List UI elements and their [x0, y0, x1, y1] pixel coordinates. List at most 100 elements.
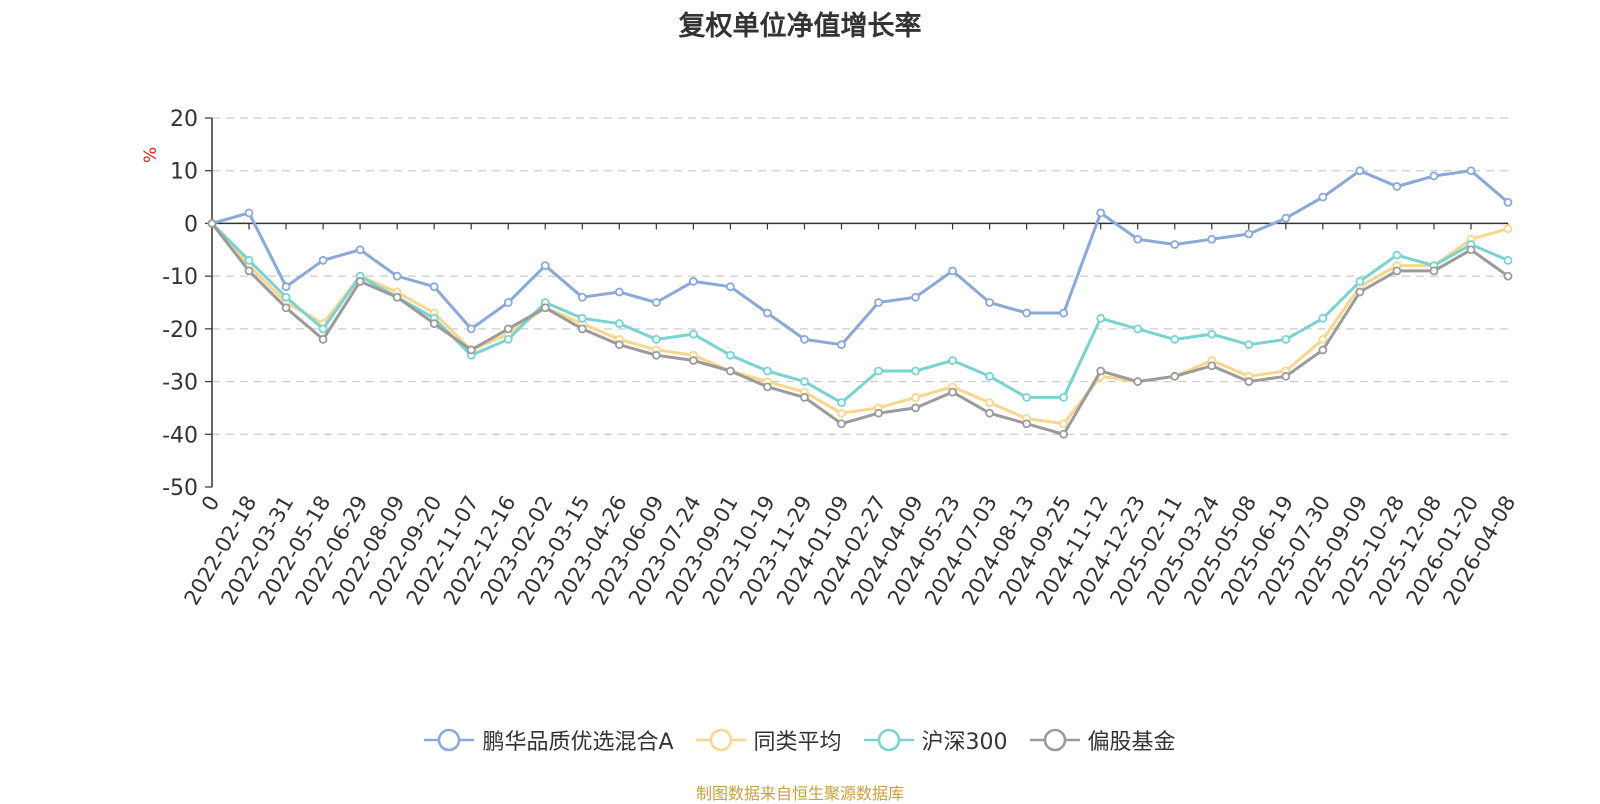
series-line: [210, 222, 1509, 436]
data-point: [1170, 240, 1180, 249]
chart-title: 复权单位净值增长率: [678, 11, 922, 42]
data-point: [577, 324, 587, 334]
data-point: [688, 329, 698, 339]
y-tick-label: -50: [162, 476, 198, 501]
data-point: [688, 277, 698, 286]
data-point: [800, 377, 809, 386]
x-tick-label: 0: [197, 492, 224, 516]
data-point: [1059, 392, 1069, 402]
data-point: [1207, 329, 1217, 339]
data-point: [614, 319, 624, 328]
data-point: [244, 266, 254, 276]
data-point: [281, 282, 291, 292]
legend-label: 偏股基金: [1087, 730, 1176, 755]
data-point: [429, 319, 439, 328]
data-point: [1392, 266, 1402, 276]
data-point: [1503, 271, 1513, 281]
data-point: [1281, 213, 1291, 223]
data-point: [1503, 255, 1513, 265]
y-tick-label: -30: [162, 371, 198, 396]
data-point: [392, 292, 402, 302]
data-point: [281, 292, 291, 302]
data-point: [948, 387, 957, 397]
data-point: [392, 271, 402, 281]
data-point: [1318, 192, 1328, 202]
data-point: [1170, 371, 1180, 381]
data-point: [874, 408, 883, 418]
data-point: [1244, 377, 1254, 386]
source-note: 制图数据来自恒生聚源数据库: [695, 784, 904, 803]
series-line: [211, 169, 1509, 347]
data-point: [466, 324, 476, 334]
data-point: [1244, 340, 1254, 350]
data-point: [985, 371, 994, 381]
data-point: [614, 287, 624, 297]
data-point: [800, 334, 809, 344]
data-point: [726, 350, 735, 360]
data-point: [1392, 250, 1402, 260]
data-point: [244, 208, 254, 218]
legend-item[interactable]: 沪深300: [863, 724, 1008, 756]
data-point: [1059, 308, 1069, 318]
data-point: [318, 255, 328, 265]
y-tick-label: 0: [184, 212, 198, 237]
data-point: [726, 282, 735, 292]
y-tick-label: 20: [170, 107, 198, 132]
data-point: [985, 398, 994, 408]
data-point: [503, 298, 513, 307]
data-point: [874, 366, 883, 376]
data-point: [1207, 234, 1217, 244]
line-chart: 20100-10-20-30-40-50%02022-02-182022-03-…: [141, 107, 1520, 609]
series-line: [210, 222, 1509, 405]
legend-marker-icon: [424, 728, 475, 752]
data-point: [1133, 377, 1143, 386]
data-point: [837, 340, 846, 350]
data-point: [1392, 182, 1402, 191]
data-point: [577, 292, 587, 302]
data-point: [651, 334, 661, 344]
data-point: [1022, 308, 1032, 318]
data-point: [1096, 208, 1106, 218]
data-point: [911, 292, 920, 302]
data-point: [1096, 313, 1106, 323]
legend-marker-icon: [863, 728, 914, 752]
legend-item[interactable]: 偏股基金: [1029, 724, 1176, 756]
data-point: [540, 261, 550, 271]
data-point: [1022, 392, 1032, 402]
data-point: [1281, 371, 1291, 381]
series-line: [210, 222, 1509, 426]
data-point: [503, 334, 513, 344]
legend-label: 沪深300: [921, 730, 1008, 755]
data-point: [726, 366, 735, 376]
data-point: [911, 403, 920, 413]
legend-item[interactable]: 同类平均: [695, 724, 842, 756]
data-point: [1207, 361, 1217, 371]
data-point: [911, 366, 920, 376]
data-point: [281, 303, 291, 313]
data-point: [1466, 166, 1476, 176]
data-point: [651, 298, 661, 307]
data-point: [985, 408, 994, 418]
data-point: [503, 324, 513, 334]
data-point: [985, 298, 994, 307]
legend-item[interactable]: 鹏华品质优选混合A: [424, 724, 674, 756]
data-point: [1503, 224, 1513, 234]
data-point: [837, 408, 846, 418]
data-point: [763, 308, 772, 318]
y-tick-label: -10: [162, 265, 198, 290]
y-tick-label: -20: [162, 318, 198, 343]
data-point: [874, 298, 883, 307]
legend: 鹏华品质优选混合A 同类平均 沪深300 偏股基金: [0, 724, 1600, 756]
data-point: [1170, 334, 1180, 344]
data-point: [1355, 287, 1365, 297]
data-point: [1059, 419, 1069, 429]
y-tick-label: -40: [162, 423, 198, 448]
data-point: [577, 313, 587, 323]
data-point: [948, 356, 957, 365]
data-point: [355, 245, 365, 255]
data-point: [1244, 229, 1254, 239]
data-point: [763, 366, 772, 376]
data-point: [318, 334, 328, 344]
data-point: [318, 324, 328, 334]
